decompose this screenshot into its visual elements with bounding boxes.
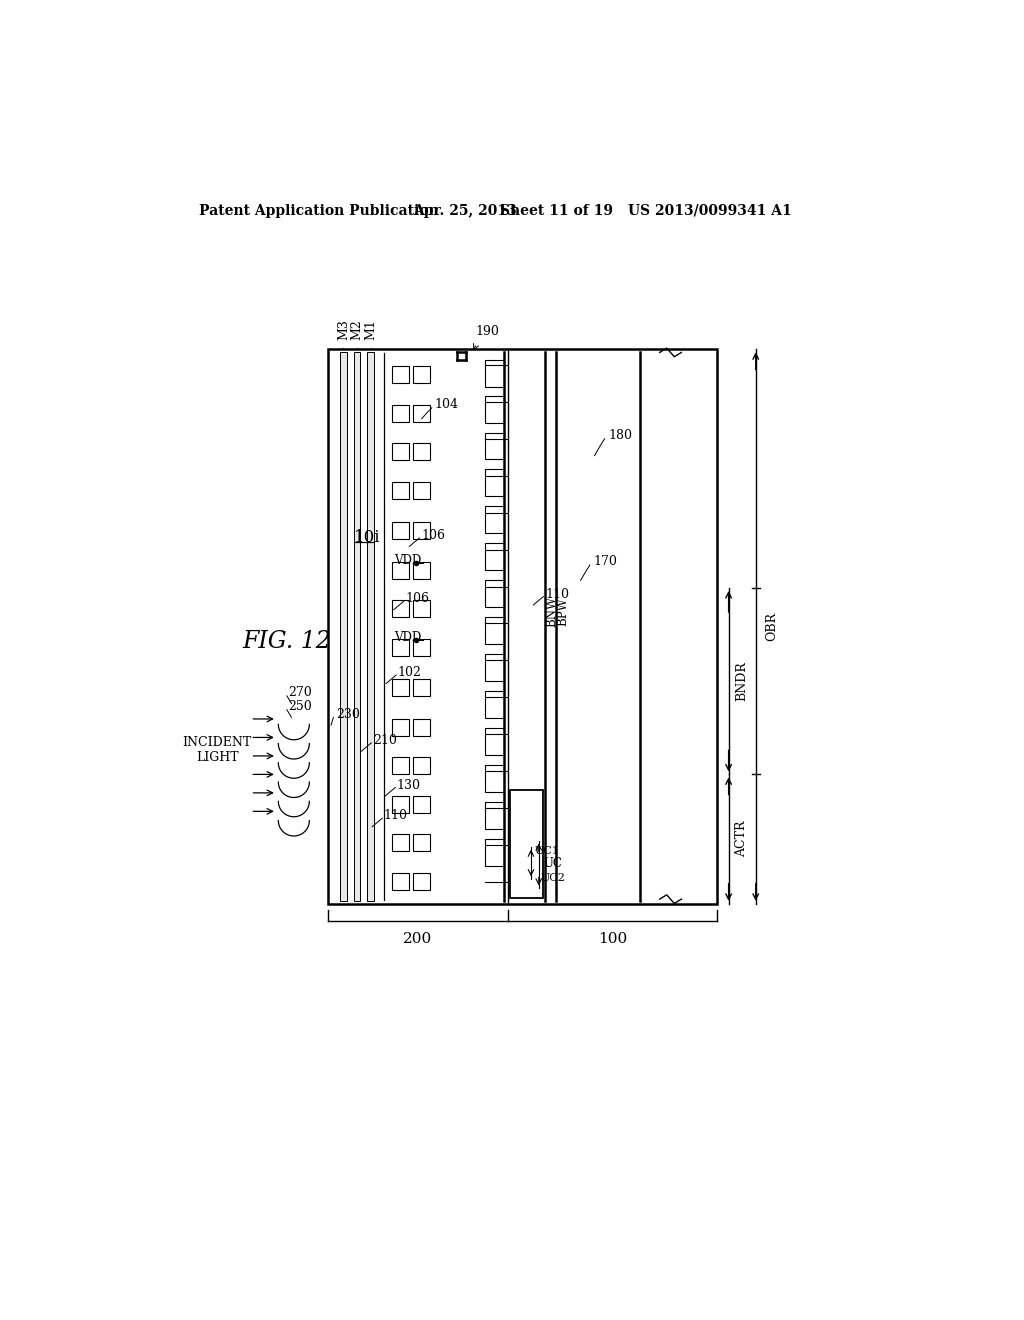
Text: 130: 130 <box>397 779 421 792</box>
Text: UC: UC <box>544 857 562 870</box>
Text: UC2: UC2 <box>541 873 565 883</box>
Text: OBR: OBR <box>765 612 778 642</box>
Bar <box>391 834 409 851</box>
Bar <box>484 470 504 496</box>
Bar <box>484 766 504 792</box>
Bar <box>414 444 430 461</box>
Bar <box>414 834 430 851</box>
Text: BPW: BPW <box>557 597 569 626</box>
Bar <box>391 405 409 422</box>
Text: 110: 110 <box>545 587 569 601</box>
Bar <box>391 521 409 539</box>
Text: 106: 106 <box>421 529 445 543</box>
Bar <box>484 618 504 644</box>
Text: VDD: VDD <box>394 631 421 644</box>
Bar <box>414 482 430 499</box>
Text: Patent Application Publication: Patent Application Publication <box>200 203 439 218</box>
Text: M1: M1 <box>365 319 377 341</box>
Text: 180: 180 <box>608 429 633 442</box>
Text: 190: 190 <box>475 325 499 338</box>
Bar <box>484 840 504 866</box>
Text: ACTR: ACTR <box>735 821 748 857</box>
Text: 106: 106 <box>406 593 429 606</box>
Bar <box>414 758 430 775</box>
Bar <box>391 678 409 696</box>
Bar <box>484 655 504 681</box>
Text: 250: 250 <box>289 700 312 713</box>
Bar <box>391 796 409 813</box>
Text: UC1: UC1 <box>535 846 560 857</box>
Text: 100: 100 <box>598 932 627 946</box>
Bar <box>391 873 409 890</box>
Bar <box>391 758 409 775</box>
Text: 210: 210 <box>373 734 396 747</box>
Text: BNW: BNW <box>546 595 559 627</box>
Bar <box>484 507 504 533</box>
Text: 110: 110 <box>384 809 408 822</box>
Text: 10i: 10i <box>354 529 381 545</box>
Bar <box>328 350 717 904</box>
Bar <box>484 396 504 422</box>
Text: US 2013/0099341 A1: US 2013/0099341 A1 <box>628 203 792 218</box>
Bar <box>510 789 543 898</box>
Text: VDD: VDD <box>394 554 421 566</box>
Bar <box>414 366 430 383</box>
Text: Sheet 11 of 19: Sheet 11 of 19 <box>500 203 613 218</box>
Bar <box>414 796 430 813</box>
Bar <box>484 581 504 607</box>
Text: Apr. 25, 2013: Apr. 25, 2013 <box>414 203 517 218</box>
Text: BNDR: BNDR <box>735 661 748 701</box>
Text: INCIDENT
LIGHT: INCIDENT LIGHT <box>182 735 252 764</box>
Bar <box>368 352 374 900</box>
Bar <box>484 729 504 755</box>
Bar <box>391 562 409 579</box>
Bar <box>414 639 430 656</box>
Text: M2: M2 <box>350 319 364 341</box>
Bar <box>484 803 504 829</box>
Bar <box>414 678 430 696</box>
Bar <box>484 544 504 570</box>
Text: 102: 102 <box>397 667 422 680</box>
Bar <box>414 562 430 579</box>
Bar <box>414 521 430 539</box>
Bar <box>391 719 409 737</box>
Text: M3: M3 <box>337 319 350 341</box>
Bar <box>391 366 409 383</box>
Bar <box>414 601 430 618</box>
Bar <box>340 352 346 900</box>
Bar <box>414 873 430 890</box>
Text: 104: 104 <box>434 399 458 412</box>
Bar <box>391 639 409 656</box>
Text: 230: 230 <box>336 708 359 721</box>
Bar <box>391 601 409 618</box>
Text: 270: 270 <box>289 686 312 700</box>
Bar <box>414 405 430 422</box>
Bar <box>484 692 504 718</box>
Text: FIG. 12: FIG. 12 <box>243 631 332 653</box>
Bar <box>484 360 504 387</box>
Bar <box>391 444 409 461</box>
Bar <box>484 433 504 459</box>
Bar <box>391 482 409 499</box>
Text: 170: 170 <box>593 556 616 569</box>
Bar <box>353 352 359 900</box>
Bar <box>414 719 430 737</box>
Text: 200: 200 <box>403 932 432 946</box>
